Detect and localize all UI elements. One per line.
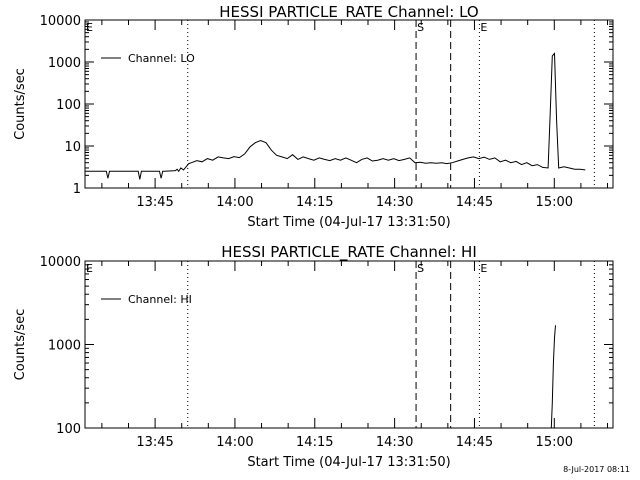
x-tick-label: 14:30 bbox=[376, 195, 413, 210]
event-marker-label: E bbox=[480, 21, 487, 34]
event-marker-label: E bbox=[86, 262, 93, 275]
x-tick-label: 14:15 bbox=[296, 195, 333, 210]
x-tick-label: 14:45 bbox=[456, 195, 493, 210]
x-axis-label: Start Time (04-Jul-17 13:31:50) bbox=[247, 215, 450, 230]
y-axis-label: Counts/sec bbox=[13, 68, 28, 140]
x-tick-label: 14:15 bbox=[296, 435, 333, 450]
event-marker-label: S bbox=[417, 262, 424, 275]
y-tick-label: 100 bbox=[56, 422, 81, 437]
legend-label: Channel: LO bbox=[128, 52, 195, 65]
chart-title: HESSI PARTICLE_RATE Channel: LO bbox=[219, 3, 478, 22]
x-tick-label: 13:45 bbox=[136, 195, 173, 210]
footer-timestamp: 8-Jul-2017 08:11 bbox=[563, 465, 630, 474]
chart-title: HESSI PARTICLE_RATE Channel: HI bbox=[221, 243, 477, 262]
y-tick-label: 100 bbox=[56, 98, 81, 113]
x-axis-label: Start Time (04-Jul-17 13:31:50) bbox=[247, 455, 450, 470]
y-tick-label: 1000 bbox=[48, 339, 81, 354]
y-tick-label: 10000 bbox=[40, 14, 81, 29]
plot-frame bbox=[84, 260, 614, 429]
x-tick-label: 13:45 bbox=[136, 435, 173, 450]
y-tick-label: 10 bbox=[64, 140, 81, 155]
x-tick-label: 15:00 bbox=[536, 195, 573, 210]
y-axis-label: Counts/sec bbox=[13, 309, 28, 381]
x-tick-label: 14:00 bbox=[216, 195, 253, 210]
event-marker-label: E bbox=[86, 21, 93, 34]
y-tick-label: 1 bbox=[73, 182, 81, 197]
series-line bbox=[85, 52, 586, 180]
x-tick-label: 14:30 bbox=[376, 435, 413, 450]
plot-frame bbox=[84, 19, 614, 189]
x-tick-label: 14:00 bbox=[216, 435, 253, 450]
event-marker-label: S bbox=[417, 21, 424, 34]
y-tick-label: 1000 bbox=[48, 56, 81, 71]
x-tick-label: 14:45 bbox=[456, 435, 493, 450]
event-marker-label: E bbox=[480, 262, 487, 275]
y-tick-label: 10000 bbox=[40, 255, 81, 270]
series-line bbox=[550, 325, 556, 429]
legend-label: Channel: HI bbox=[128, 293, 192, 306]
x-tick-label: 15:00 bbox=[536, 435, 573, 450]
